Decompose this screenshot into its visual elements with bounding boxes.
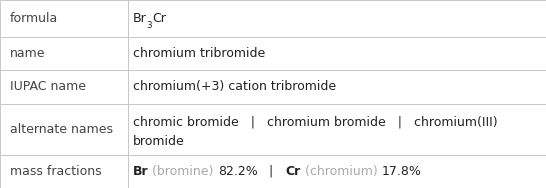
Text: name: name [10, 47, 45, 60]
Text: (bromine): (bromine) [149, 165, 218, 178]
Bar [128, 37, 546, 70]
Bar [0, 37, 128, 70]
Text: Cr: Cr [152, 12, 166, 25]
Text: chromium(+3) cation tribromide: chromium(+3) cation tribromide [133, 80, 336, 93]
Text: Br: Br [133, 165, 149, 178]
Text: chromium tribromide: chromium tribromide [133, 47, 265, 60]
Bar [128, 155, 546, 188]
Bar [128, 70, 546, 104]
Text: Br: Br [133, 12, 146, 25]
Text: 3: 3 [146, 21, 152, 30]
Bar [128, 0, 546, 37]
Text: alternate names: alternate names [10, 123, 113, 136]
Text: (chromium): (chromium) [301, 165, 382, 178]
Bar [0, 104, 128, 155]
Bar [0, 0, 128, 37]
Bar [0, 155, 128, 188]
Text: Cr: Cr [286, 165, 301, 178]
Bar [0, 70, 128, 104]
Text: IUPAC name: IUPAC name [10, 80, 86, 93]
Text: chromic bromide   |   chromium bromide   |   chromium(III): chromic bromide | chromium bromide | chr… [133, 115, 497, 129]
Text: 17.8%: 17.8% [382, 165, 422, 178]
Text: 82.2%: 82.2% [218, 165, 257, 178]
Text: mass fractions: mass fractions [10, 165, 102, 178]
Text: formula: formula [10, 12, 58, 25]
Text: bromide: bromide [133, 136, 185, 149]
Text: |: | [257, 165, 286, 178]
Bar [128, 104, 546, 155]
